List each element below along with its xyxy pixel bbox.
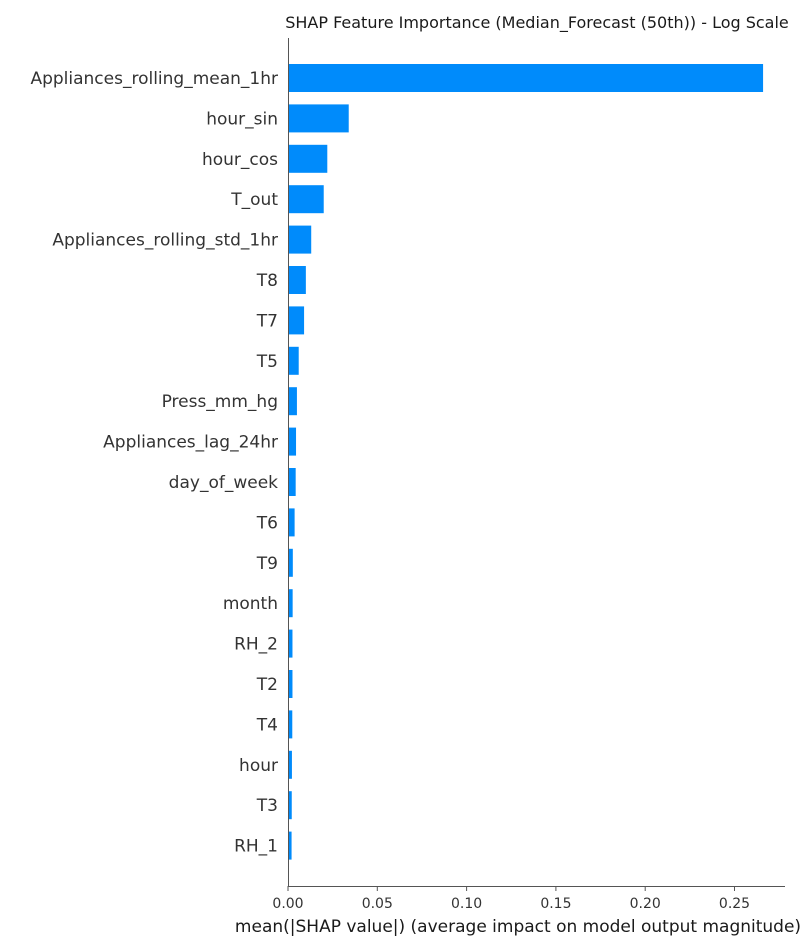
bar-T3 — [288, 791, 292, 820]
bar-T_out — [288, 185, 324, 214]
bar-Appliances_rolling_std_1hr — [288, 225, 312, 254]
bar-T7 — [288, 306, 305, 335]
bar-T2 — [288, 670, 293, 698]
x-tick-label: 0.05 — [362, 896, 393, 912]
feature-label: day_of_week — [169, 473, 278, 493]
feature-label: T7 — [256, 311, 278, 331]
feature-label: Appliances_rolling_mean_1hr — [30, 69, 278, 89]
bar-T8 — [288, 266, 306, 294]
bar-RH_2 — [288, 629, 293, 658]
feature-labels-group: Appliances_rolling_mean_1hr hour_sin hour_… — [30, 69, 278, 857]
bar-day_of_week — [288, 468, 296, 496]
bar-hour_sin — [288, 104, 349, 133]
x-tick-label: 0.20 — [630, 896, 661, 912]
feature-label: hour_sin — [206, 109, 278, 129]
x-tick-label: 0.00 — [272, 896, 303, 912]
bar-RH_1 — [288, 831, 292, 860]
x-ticks-group: 0.00 0.05 0.10 0.15 0.20 0.25 — [272, 886, 750, 912]
feature-label: month — [223, 594, 278, 614]
bar-T4 — [288, 710, 293, 739]
feature-label: hour — [239, 756, 278, 776]
feature-label: T9 — [256, 554, 278, 574]
feature-label: RH_1 — [234, 837, 278, 857]
feature-label: Appliances_rolling_std_1hr — [52, 231, 278, 251]
feature-label: T_out — [230, 190, 278, 210]
x-tick-label: 0.25 — [719, 896, 750, 912]
bar-Press_mm_hg — [288, 387, 297, 416]
feature-label: T3 — [256, 796, 278, 816]
feature-label: Press_mm_hg — [162, 392, 278, 412]
feature-label: T4 — [256, 715, 278, 735]
feature-label: T6 — [256, 513, 278, 533]
x-tick-label: 0.15 — [540, 896, 571, 912]
chart-title: SHAP Feature Importance (Median_Forecast… — [285, 13, 789, 33]
bar-Appliances_lag_24hr — [288, 427, 297, 456]
x-tick-label: 0.10 — [451, 896, 482, 912]
x-axis-label: mean(|SHAP value|) (average impact on mo… — [235, 917, 800, 937]
bar-hour — [288, 750, 292, 779]
feature-label: T8 — [256, 271, 278, 291]
feature-label: T2 — [256, 675, 278, 695]
feature-label: RH_2 — [234, 635, 278, 655]
bar-month — [288, 589, 293, 618]
bars-group — [288, 64, 764, 860]
feature-label: hour_cos — [202, 150, 278, 170]
feature-label: T5 — [256, 352, 278, 372]
bar-T9 — [288, 548, 293, 577]
bar-T5 — [288, 346, 299, 375]
feature-label: Appliances_lag_24hr — [103, 433, 278, 453]
bar-T6 — [288, 508, 295, 537]
bar-Appliances_rolling_mean_1hr — [288, 64, 764, 92]
bar-hour_cos — [288, 144, 328, 173]
